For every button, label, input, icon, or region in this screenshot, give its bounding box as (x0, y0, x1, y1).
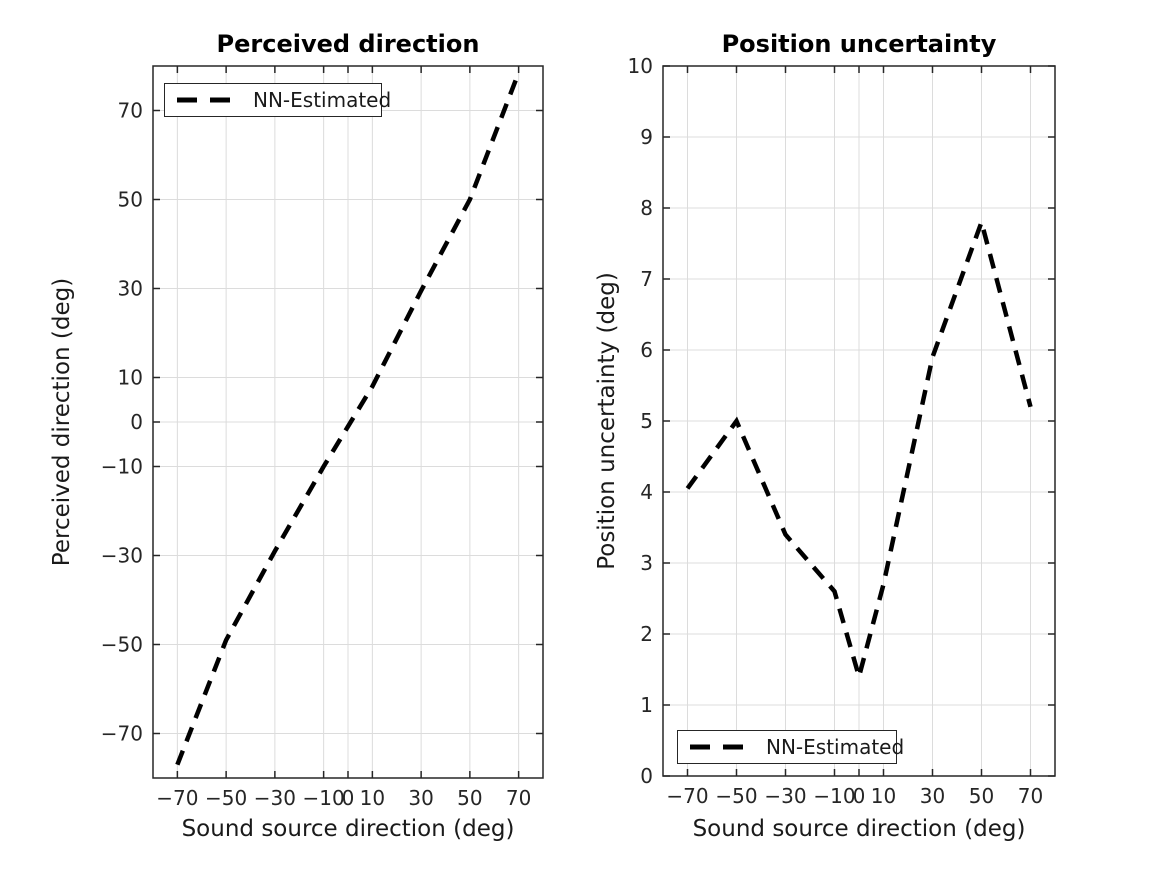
y-tick-label: 4 (640, 480, 653, 504)
x-tick-label: −70 (666, 784, 708, 808)
x-tick-label: 30 (408, 786, 433, 810)
y-tick-label: 1 (640, 693, 653, 717)
y-tick-label: −70 (101, 722, 143, 746)
y-tick-label: 3 (640, 551, 653, 575)
y-tick-label: 9 (640, 125, 653, 149)
right-legend: NN-Estimated (677, 730, 904, 764)
x-tick-label: 10 (871, 784, 896, 808)
y-tick-label: 50 (118, 188, 143, 212)
x-tick-label: −50 (205, 786, 247, 810)
right-x-axis-label: Sound source direction (deg) (692, 816, 1026, 842)
x-tick-label: 0 (853, 784, 866, 808)
x-tick-label: −70 (156, 786, 198, 810)
x-tick-label: 70 (506, 786, 531, 810)
y-tick-label: −50 (101, 633, 143, 657)
x-tick-label: 50 (457, 786, 482, 810)
right-chart-title: Position uncertainty (721, 30, 997, 58)
legend-dashed-line-sample (177, 97, 237, 103)
left-chart-title: Perceived direction (216, 30, 480, 58)
y-tick-label: 10 (118, 366, 143, 390)
x-tick-label: 0 (342, 786, 355, 810)
x-tick-label: −30 (764, 784, 806, 808)
left-x-axis-label: Sound source direction (deg) (181, 816, 515, 842)
y-tick-label: 70 (118, 99, 143, 123)
x-tick-label: 50 (969, 784, 994, 808)
y-tick-label: 30 (118, 277, 143, 301)
y-tick-label: 8 (640, 196, 653, 220)
x-tick-label: 30 (920, 784, 945, 808)
y-tick-label: 0 (130, 410, 143, 434)
left-y-axis-label: Perceived direction (deg) (49, 277, 75, 567)
x-tick-label: 70 (1018, 784, 1043, 808)
legend-label: NN-Estimated (766, 735, 905, 759)
y-tick-label: 7 (640, 267, 653, 291)
y-tick-label: −10 (101, 455, 143, 479)
data-line-nn-estimated (175, 71, 521, 766)
x-tick-label: −10 (303, 786, 345, 810)
y-tick-label: 5 (640, 409, 653, 433)
y-tick-label: −30 (101, 544, 143, 568)
left-legend: NN-Estimated (164, 83, 391, 117)
y-tick-label: 2 (640, 622, 653, 646)
axes-left: −70 −50 −30 −100 10 30 50 70−70−50−30−100103050… (101, 65, 544, 810)
legend-dashed-line-sample (690, 744, 750, 750)
y-tick-label: 0 (640, 764, 653, 788)
y-tick-label: 10 (628, 54, 653, 78)
right-y-axis-label: Position uncertainty (deg) (594, 272, 620, 570)
x-tick-label: −10 (813, 784, 855, 808)
y-tick-label: 6 (640, 338, 653, 362)
x-tick-label: −30 (254, 786, 296, 810)
x-tick-label: −50 (715, 784, 757, 808)
legend-label: NN-Estimated (253, 88, 392, 112)
x-tick-label: 10 (360, 786, 385, 810)
